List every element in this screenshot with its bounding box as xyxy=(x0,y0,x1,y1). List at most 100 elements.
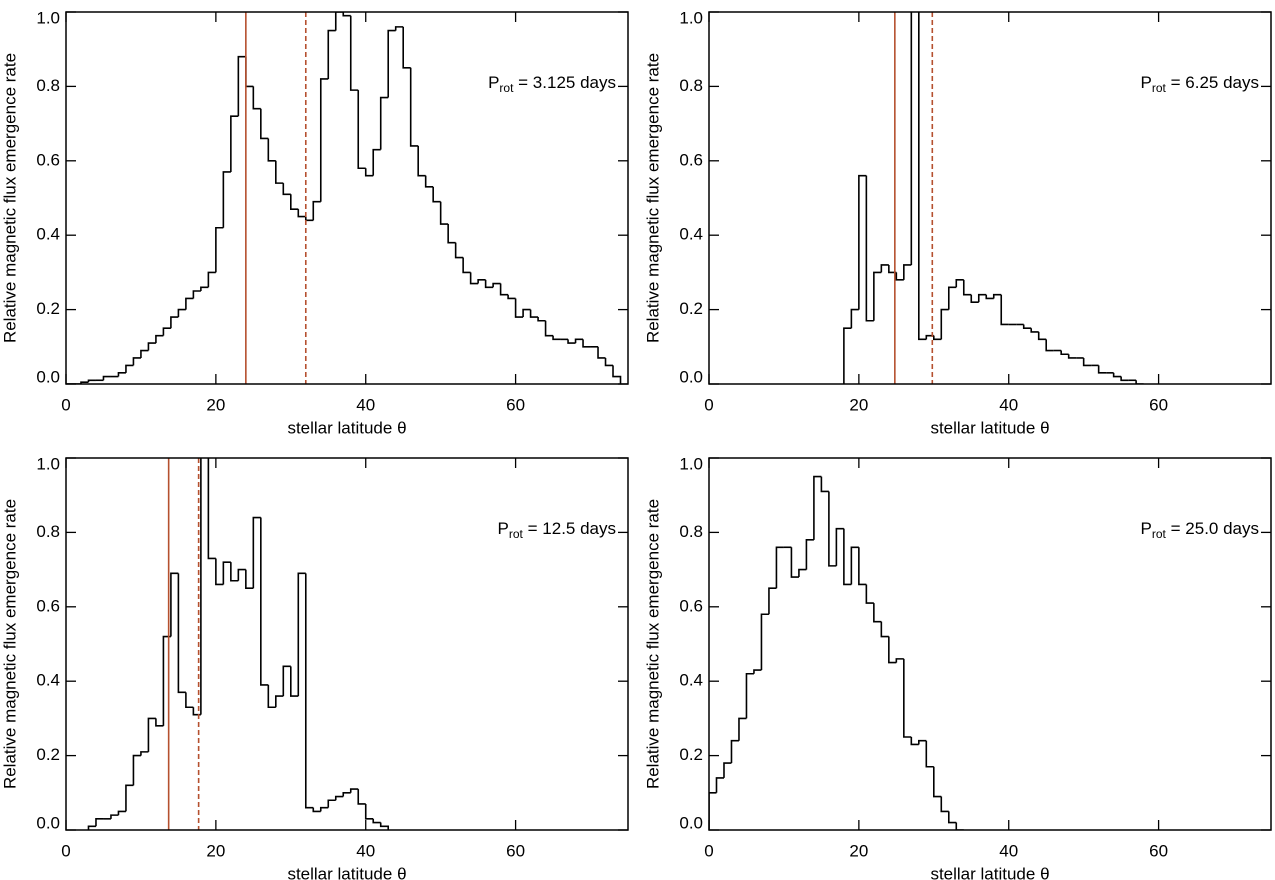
annotation-subscript: rot xyxy=(509,527,524,541)
histogram-step xyxy=(327,29,336,79)
histogram-step xyxy=(357,789,366,805)
histogram-step xyxy=(835,527,844,566)
x-tick-label: 60 xyxy=(1149,395,1168,414)
histogram-step xyxy=(252,86,261,110)
histogram-step xyxy=(222,561,231,585)
y-tick-label: 0.0 xyxy=(36,813,60,832)
y-axis-label: Relative magnetic flux emergence rate xyxy=(643,499,662,789)
histogram-step xyxy=(125,784,134,812)
histogram-step xyxy=(439,201,449,225)
histogram-step xyxy=(245,56,254,88)
annotation-text: = 12.5 days xyxy=(523,519,616,538)
histogram-step xyxy=(447,224,456,244)
annotation: Prot = 3.125 days xyxy=(488,73,616,95)
x-axis-label: stellar latitude θ xyxy=(930,418,1049,437)
histogram-step xyxy=(252,516,261,589)
histogram-step xyxy=(790,547,799,578)
histogram-step xyxy=(492,282,501,288)
histogram-step xyxy=(432,186,441,203)
annotation: Prot = 25.0 days xyxy=(1141,519,1259,541)
histogram-step xyxy=(379,96,389,150)
histogram-step xyxy=(709,792,717,830)
x-tick-label: 60 xyxy=(506,395,525,414)
x-tick-label: 20 xyxy=(206,395,225,414)
histogram-step xyxy=(910,737,919,746)
histogram-step xyxy=(910,12,913,265)
y-tick-label: 0.8 xyxy=(36,522,60,541)
histogram-step xyxy=(1037,331,1047,341)
histogram-step xyxy=(858,174,867,310)
histogram-step xyxy=(207,458,216,560)
histogram-step xyxy=(282,183,291,196)
histogram-step xyxy=(1022,324,1032,329)
histogram-step xyxy=(1030,328,1039,333)
histogram-step xyxy=(87,379,96,383)
y-tick-label: 0.4 xyxy=(679,225,703,244)
histogram xyxy=(843,12,1144,384)
histogram-step xyxy=(117,372,126,377)
histogram-step xyxy=(132,754,141,786)
histogram-step xyxy=(933,335,942,341)
histogram-step xyxy=(985,294,994,300)
histogram-step xyxy=(260,517,269,686)
histogram-step xyxy=(760,613,769,671)
y-tick-label: 0.6 xyxy=(36,596,60,615)
y-tick-label: 0.8 xyxy=(36,76,60,95)
histogram-step xyxy=(1082,357,1092,367)
histogram-step xyxy=(275,160,284,184)
histogram-step xyxy=(155,718,164,727)
axes-frame xyxy=(708,457,1272,831)
histogram-step xyxy=(544,320,554,337)
histogram-step xyxy=(319,78,329,202)
histogram-step xyxy=(230,115,239,172)
histogram-step xyxy=(947,286,957,310)
histogram-step xyxy=(267,138,276,162)
histogram-step xyxy=(342,792,351,797)
histogram-step xyxy=(947,811,957,824)
annotation-symbol: P xyxy=(1141,519,1152,538)
annotation-symbol: P xyxy=(488,73,499,92)
y-tick-label: 1.0 xyxy=(36,454,60,473)
histogram-step xyxy=(805,539,814,570)
histogram-step xyxy=(147,717,156,752)
histogram-step xyxy=(207,271,216,288)
y-tick-label: 0.4 xyxy=(36,225,60,244)
histogram-step xyxy=(297,209,306,218)
histogram-step xyxy=(970,294,979,303)
histogram-step xyxy=(933,766,942,798)
y-tick-label: 1.0 xyxy=(679,454,703,473)
panel: 0 20 40 60 0.0 0.2 0.4 0.6 0.8 1.0 stellar latitud… xyxy=(643,8,1272,437)
axes-frame xyxy=(65,457,629,831)
histogram-step xyxy=(843,528,852,586)
histogram-step xyxy=(95,818,104,827)
histogram-step xyxy=(484,279,494,289)
x-tick-label: 40 xyxy=(356,395,375,414)
x-tick-label: 0 xyxy=(704,841,713,860)
histogram-step xyxy=(873,271,882,321)
histogram-step xyxy=(192,290,201,299)
x-axis-label: stellar latitude θ xyxy=(287,418,406,437)
histogram-step xyxy=(880,621,889,638)
histogram-step xyxy=(267,684,276,709)
histogram xyxy=(709,475,964,830)
histogram-step xyxy=(865,584,874,604)
histogram-step xyxy=(537,317,546,322)
histogram-step xyxy=(177,308,186,318)
y-tick-label: 1.0 xyxy=(679,8,703,27)
histogram-step xyxy=(925,740,934,768)
histogram-step xyxy=(290,194,299,210)
histogram-step xyxy=(102,375,111,381)
histogram-step xyxy=(334,12,344,31)
y-tick-label: 0.0 xyxy=(679,367,703,386)
histogram-step xyxy=(940,308,949,340)
annotation-subscript: rot xyxy=(499,81,514,95)
y-tick-label: 0.4 xyxy=(679,671,703,690)
annotation-text: = 6.25 days xyxy=(1166,73,1259,92)
histogram-step xyxy=(745,672,754,719)
histogram-step xyxy=(925,334,934,340)
histogram-step xyxy=(357,90,366,170)
histogram-step xyxy=(117,810,126,816)
histogram-step xyxy=(992,293,1002,299)
histogram-step xyxy=(1120,376,1129,382)
x-tick-label: 0 xyxy=(61,395,70,414)
